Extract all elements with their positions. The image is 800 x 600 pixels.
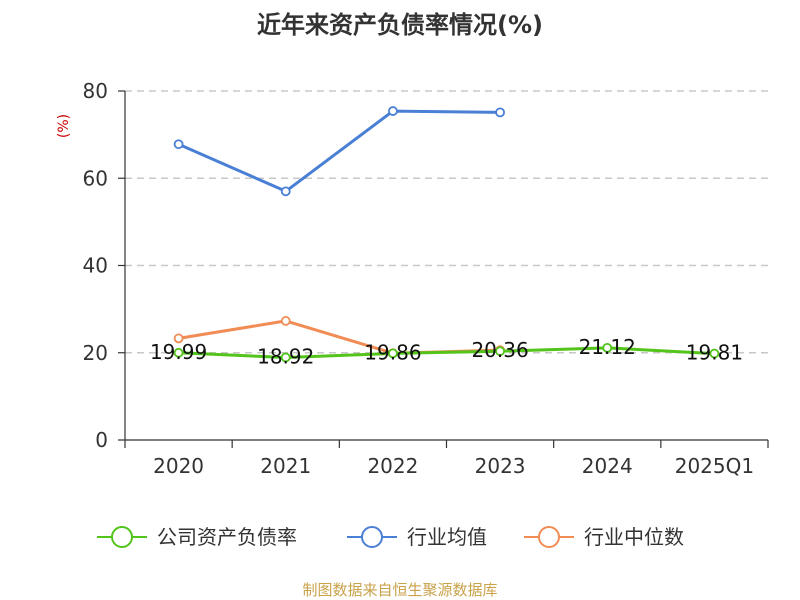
legend-item-1: 公司资产负债率 (97, 525, 297, 549)
data-point (173, 347, 184, 358)
legend-label: 行业中位数 (584, 525, 684, 549)
grid-lines (125, 90, 768, 354)
legend-item-3: 行业中位数 (524, 525, 684, 549)
data-point (602, 342, 613, 353)
data-point (280, 316, 291, 326)
data-point (173, 333, 184, 344)
x-tick-label: 2020 (153, 454, 204, 478)
series-layer (173, 106, 720, 363)
legend-label: 公司资产负债率 (157, 525, 297, 549)
data-point (495, 107, 505, 118)
legend-label: 行业均值 (407, 525, 487, 549)
data-point (280, 352, 291, 363)
legend-marker (361, 526, 383, 548)
data-label: 19.99 (150, 340, 207, 364)
data-point (388, 348, 398, 359)
y-tick-label: 40 (83, 254, 108, 278)
data-label: 21.12 (579, 335, 636, 359)
source-note: 制图数据来自恒生聚源数据库 (302, 581, 497, 599)
series-1 (173, 342, 720, 363)
data-point (280, 186, 291, 197)
data-label: 19.86 (364, 340, 421, 364)
data-label: 19.81 (686, 341, 743, 365)
series-line (177, 109, 501, 193)
y-tick-label: 0 (95, 428, 108, 452)
x-tick-label: 2022 (367, 454, 418, 478)
legend: 公司资产负债率 行业均值 行业中位数 (97, 525, 684, 549)
legend-marker (538, 526, 560, 548)
chart-title: 近年来资产负债率情况(%) (257, 11, 543, 39)
series-line (178, 346, 715, 359)
data-point (388, 106, 398, 116)
data-point (495, 346, 505, 357)
series-line (178, 319, 501, 355)
data-point (173, 139, 184, 150)
data-point (709, 348, 720, 359)
legend-item-2: 行业均值 (347, 525, 487, 549)
x-tick-label: 2023 (475, 454, 526, 478)
axes: 0 20 40 60 80 2020 2021 2022 2023 2024 2025Q1 (83, 79, 769, 478)
x-tick-label: 2024 (582, 454, 633, 478)
x-tick-label: 2025Q1 (675, 454, 754, 478)
y-axis-label: (%) (56, 114, 72, 138)
y-tick-label: 80 (83, 79, 108, 103)
data-label: 20.36 (471, 338, 528, 362)
data-label: 18.92 (257, 344, 314, 368)
legend-marker (111, 526, 133, 548)
x-tick-label: 2021 (260, 454, 311, 478)
y-tick-label: 60 (83, 166, 108, 190)
data-labels: 19.99 18.92 19.86 20.36 21.12 19.81 (150, 335, 743, 369)
series-2 (173, 106, 505, 197)
y-tick-label: 20 (83, 341, 108, 365)
